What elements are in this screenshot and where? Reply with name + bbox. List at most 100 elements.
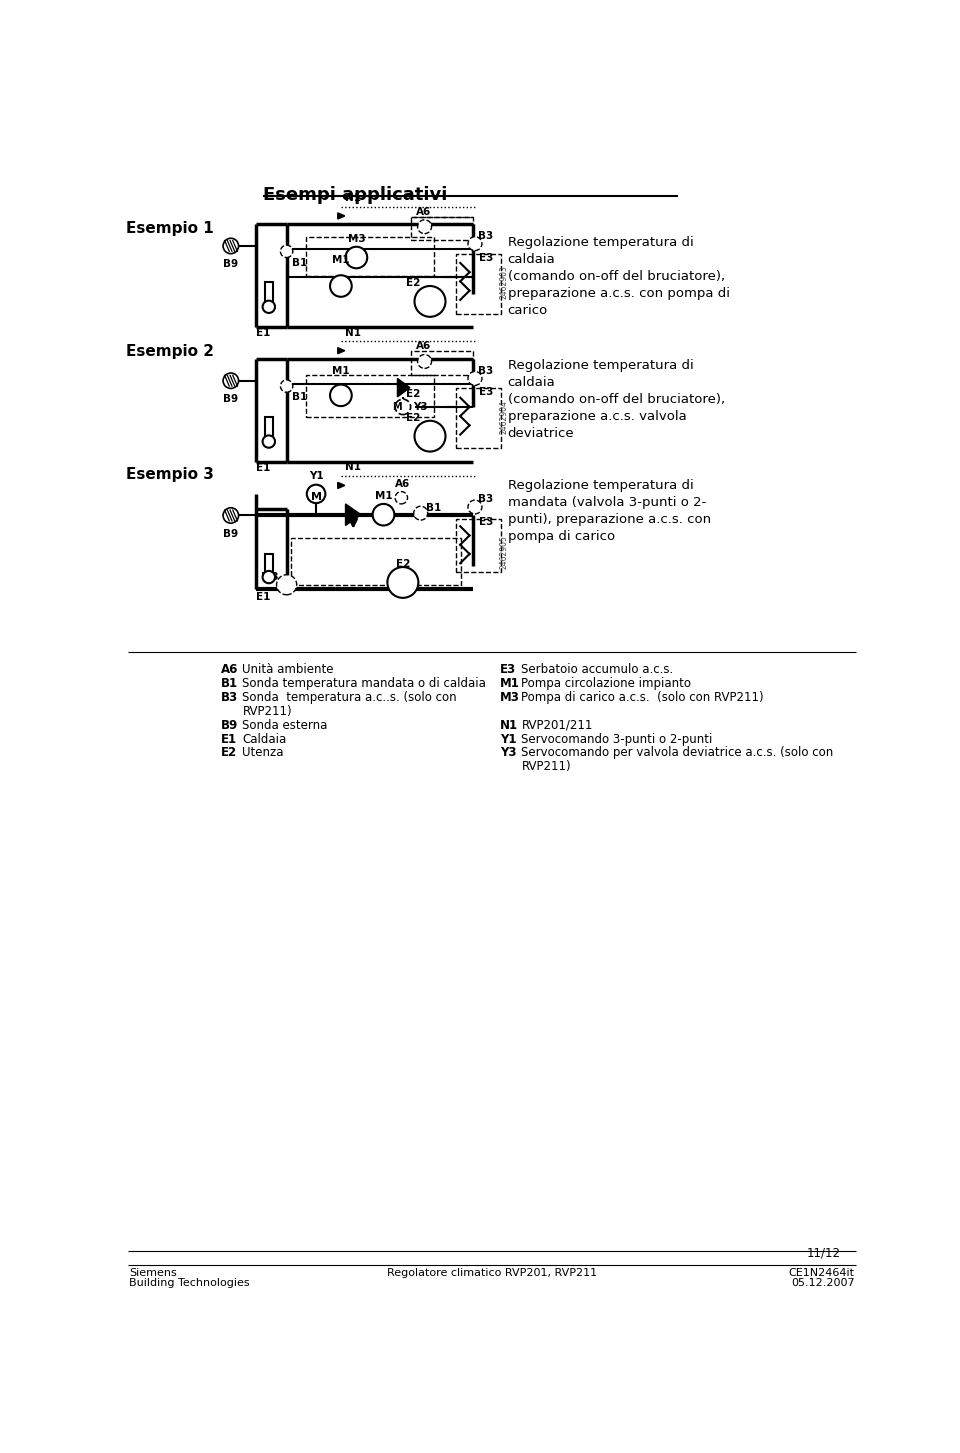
- Text: A6: A6: [221, 664, 238, 676]
- Bar: [411, 216, 472, 240]
- Circle shape: [468, 500, 482, 514]
- Circle shape: [263, 301, 275, 312]
- Text: Pompa circolazione impianto: Pompa circolazione impianto: [521, 677, 691, 690]
- Text: 2462905: 2462905: [500, 535, 509, 568]
- Polygon shape: [338, 347, 345, 353]
- Text: Unità ambiente: Unità ambiente: [243, 664, 334, 676]
- Polygon shape: [338, 482, 345, 488]
- Text: M3: M3: [261, 572, 278, 583]
- Text: Y3: Y3: [413, 402, 427, 411]
- Text: Utenza: Utenza: [243, 747, 284, 760]
- Bar: [265, 417, 273, 440]
- Text: RVP211): RVP211): [243, 705, 292, 718]
- Text: Building Technologies: Building Technologies: [130, 1277, 250, 1287]
- Text: Siemens: Siemens: [130, 1268, 177, 1277]
- Circle shape: [330, 385, 351, 407]
- Text: E3: E3: [479, 253, 493, 263]
- Text: M1: M1: [332, 256, 349, 266]
- Circle shape: [346, 247, 368, 269]
- Text: E1: E1: [255, 464, 270, 474]
- Text: Y1: Y1: [500, 732, 516, 745]
- Circle shape: [372, 504, 395, 526]
- Text: Y1: Y1: [309, 471, 324, 481]
- Circle shape: [418, 219, 432, 234]
- Text: Esempio 3: Esempio 3: [126, 466, 214, 482]
- Text: A6: A6: [416, 206, 431, 216]
- Polygon shape: [338, 212, 345, 219]
- Text: M: M: [311, 493, 322, 501]
- Text: E2: E2: [406, 389, 420, 400]
- Text: Regolazione temperatura di
caldaia
(comando on-off del bruciatore),
preparazione: Regolazione temperatura di caldaia (coma…: [508, 235, 730, 317]
- Bar: [456, 388, 500, 449]
- Text: E2: E2: [406, 413, 420, 423]
- Circle shape: [330, 275, 351, 296]
- Text: Caldaia: Caldaia: [243, 732, 287, 745]
- Bar: [306, 375, 434, 417]
- Text: M1: M1: [500, 677, 519, 690]
- Circle shape: [414, 506, 427, 520]
- Text: B3: B3: [478, 494, 493, 504]
- Text: B9: B9: [224, 259, 238, 269]
- Text: E1: E1: [221, 732, 237, 745]
- Text: Y3: Y3: [500, 747, 516, 760]
- Circle shape: [280, 379, 293, 392]
- Circle shape: [307, 485, 325, 503]
- Text: M1: M1: [332, 366, 349, 376]
- Text: B3: B3: [478, 231, 493, 241]
- Text: E3: E3: [479, 517, 493, 527]
- Text: B1: B1: [292, 257, 307, 267]
- Text: Sonda esterna: Sonda esterna: [243, 719, 327, 732]
- Text: Pompa di carico a.c.s.  (solo con RVP211): Pompa di carico a.c.s. (solo con RVP211): [521, 692, 764, 705]
- Text: B1: B1: [426, 503, 442, 513]
- Text: N1: N1: [500, 719, 517, 732]
- Text: E2: E2: [406, 279, 420, 288]
- Bar: [306, 237, 434, 276]
- Circle shape: [415, 286, 445, 317]
- Circle shape: [388, 567, 419, 597]
- Text: Regolazione temperatura di
mandata (valvola 3-punti o 2-
punti), preparazione a.: Regolazione temperatura di mandata (valv…: [508, 478, 710, 542]
- Text: Esempio 2: Esempio 2: [126, 344, 214, 359]
- Text: A6: A6: [416, 341, 431, 352]
- Circle shape: [223, 373, 239, 388]
- Circle shape: [280, 246, 293, 257]
- Circle shape: [468, 372, 482, 385]
- Text: 2462903: 2462903: [500, 266, 509, 299]
- Text: RVP201/211: RVP201/211: [521, 719, 593, 732]
- Bar: [265, 554, 273, 577]
- Circle shape: [223, 238, 239, 254]
- Text: 11/12: 11/12: [806, 1247, 841, 1260]
- Polygon shape: [397, 378, 410, 397]
- Text: E2: E2: [396, 559, 410, 570]
- Text: Servocomando per valvola deviatrice a.c.s. (solo con: Servocomando per valvola deviatrice a.c.…: [521, 747, 833, 760]
- Circle shape: [223, 507, 239, 523]
- Bar: [411, 352, 472, 375]
- Text: M3: M3: [348, 234, 365, 244]
- Text: B3: B3: [221, 692, 238, 705]
- Text: N1: N1: [345, 193, 361, 203]
- Text: Regolazione temperatura di
caldaia
(comando on-off del bruciatore),
preparazione: Regolazione temperatura di caldaia (coma…: [508, 359, 725, 440]
- Circle shape: [396, 400, 411, 414]
- Text: M: M: [392, 402, 401, 411]
- Text: B1: B1: [221, 677, 238, 690]
- Text: M3: M3: [500, 692, 519, 705]
- Text: Servocomando 3-punti o 2-punti: Servocomando 3-punti o 2-punti: [521, 732, 713, 745]
- Text: N1: N1: [345, 462, 361, 472]
- Text: B9: B9: [221, 719, 238, 732]
- Text: Sonda temperatura mandata o di caldaia: Sonda temperatura mandata o di caldaia: [243, 677, 487, 690]
- Bar: [456, 519, 500, 572]
- Text: E2: E2: [221, 747, 237, 760]
- Text: RVP211): RVP211): [521, 760, 571, 773]
- Text: B9: B9: [224, 529, 238, 539]
- Text: Esempio 1: Esempio 1: [126, 221, 214, 235]
- Polygon shape: [346, 504, 361, 526]
- Text: 05.12.2007: 05.12.2007: [791, 1277, 854, 1287]
- Text: Regolatore climatico RVP201, RVP211: Regolatore climatico RVP201, RVP211: [387, 1268, 597, 1277]
- Text: B1: B1: [292, 392, 307, 402]
- Text: CE1N2464it: CE1N2464it: [789, 1268, 854, 1277]
- Circle shape: [276, 575, 297, 594]
- Circle shape: [263, 571, 275, 583]
- Circle shape: [263, 436, 275, 448]
- Text: N1: N1: [345, 327, 361, 337]
- Text: 2462904: 2462904: [500, 400, 509, 434]
- Bar: [456, 254, 500, 314]
